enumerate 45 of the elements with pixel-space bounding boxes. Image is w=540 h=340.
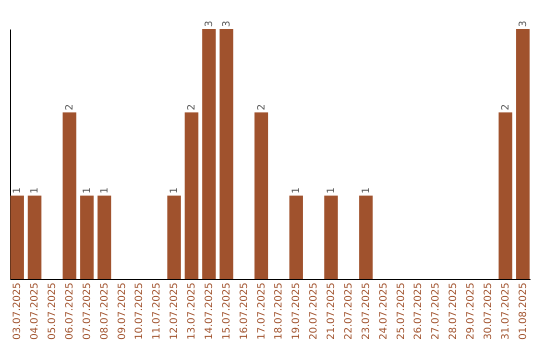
data-label: 1 [82,187,93,194]
x-tick-label: 25.07.2025 [396,282,407,340]
data-label: 1 [326,187,338,194]
data-label: 1 [360,187,372,194]
x-tick-label: 15.07.2025 [221,282,232,340]
x-tick-label: 28.07.2025 [448,282,460,340]
x-tick-label: 17.07.2025 [256,282,268,340]
x-tick-label: 09.07.2025 [116,282,128,340]
x-tick-label: 22.07.2025 [343,282,354,340]
x-tick-label: 05.07.2025 [47,282,58,340]
data-label: 2 [256,104,268,110]
x-tick-label: 31.07.2025 [500,282,512,340]
x-tick-label: 11.07.2025 [152,282,163,340]
x-tick-label: 10.07.2025 [134,282,146,340]
data-label: 1 [291,187,302,194]
x-tick-label: 03.07.2025 [12,282,24,340]
x-tick-label: 01.08.2025 [518,282,529,340]
x-tick-label: 13.07.2025 [186,282,198,340]
data-label: 2 [500,104,512,110]
data-label: 2 [186,104,198,110]
x-tick-label: 16.07.2025 [238,282,250,340]
x-tick-label: 20.07.2025 [308,282,320,340]
x-tick-label: 30.07.2025 [482,282,494,340]
x-tick-label: 23.07.2025 [360,282,372,340]
x-tick-label: 06.07.2025 [64,282,76,340]
x-tick-label: 04.07.2025 [30,282,41,340]
data-label: 1 [12,187,24,194]
x-tick-label: 14.07.2025 [204,282,215,340]
x-tick-label: 21.07.2025 [326,282,338,340]
x-tick-label: 24.07.2025 [378,282,390,340]
data-label: 1 [99,187,110,194]
data-label: 3 [204,20,215,27]
x-tick-label: 29.07.2025 [466,282,477,340]
data-label: 1 [169,187,180,194]
x-tick-label: 27.07.2025 [430,282,442,340]
x-tick-label: 18.07.2025 [274,282,285,340]
x-tick-label: 26.07.2025 [413,282,424,340]
data-label: 1 [30,187,41,194]
x-tick-label: 08.07.2025 [99,282,110,340]
data-label: 3 [518,20,529,27]
data-label: 2 [64,104,76,110]
x-tick-label: 07.07.2025 [82,282,93,340]
data-label: 3 [221,20,232,27]
x-tick-label: 12.07.2025 [169,282,180,340]
x-tick-label: 19.07.2025 [291,282,302,340]
